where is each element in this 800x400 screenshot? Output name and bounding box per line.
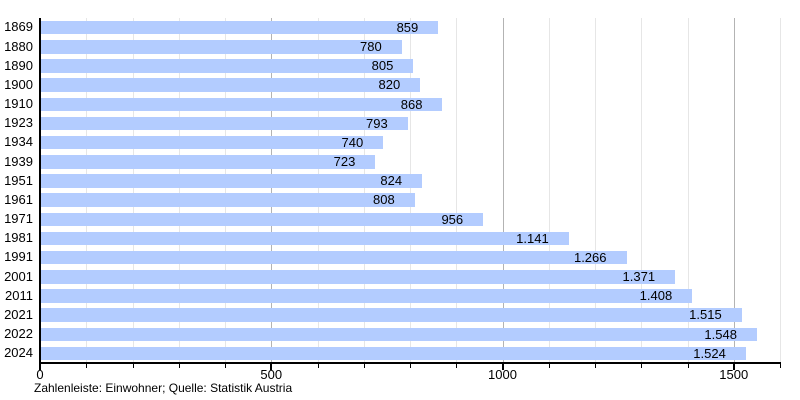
- bar-value-label: 868: [400, 96, 423, 112]
- bar: 859: [41, 19, 439, 35]
- gridline-minor: [641, 18, 643, 363]
- x-tick-minor: [641, 364, 643, 368]
- y-axis-label: 1923: [4, 115, 33, 131]
- x-tick-label: 1500: [719, 367, 749, 382]
- bar-value-label: 1.141: [516, 230, 549, 246]
- y-axis-label: 2011: [5, 287, 33, 303]
- bar: 1.141: [41, 232, 569, 246]
- bar: 723: [41, 154, 376, 169]
- x-tick-minor: [687, 364, 689, 368]
- bar: 1.524: [41, 347, 746, 361]
- x-tick-minor: [456, 364, 458, 368]
- y-axis-label: 2022: [4, 326, 33, 341]
- bar-value-label: 956: [441, 211, 464, 227]
- bar-value-label: 1.524: [693, 345, 726, 361]
- y-axis-label: 1869: [4, 19, 33, 35]
- x-tick-minor: [548, 364, 550, 368]
- bar-value-label: 808: [372, 192, 395, 208]
- bar: 1.408: [41, 288, 693, 304]
- chart-caption: Zahlenleiste: Einwohner; Quelle: Statist…: [34, 381, 293, 395]
- gridline-minor: [132, 18, 134, 363]
- x-tick-major: [270, 364, 273, 370]
- y-axis-label: 1971: [4, 211, 33, 226]
- bar: 793: [41, 117, 408, 131]
- x-tick-minor: [178, 364, 180, 368]
- bar: 820: [41, 77, 421, 93]
- bar: 956: [41, 211, 484, 227]
- y-axis-label: 1880: [4, 38, 33, 54]
- y-axis-label: 1951: [4, 172, 33, 188]
- bar-value-label: 1.515: [689, 307, 722, 323]
- gridline-minor: [548, 18, 550, 363]
- gridline-major: [502, 18, 504, 363]
- x-tick-minor: [595, 364, 596, 368]
- x-tick-major: [39, 364, 41, 370]
- gridline-minor: [595, 18, 596, 363]
- gridline-minor: [86, 18, 88, 363]
- gridline-minor: [363, 18, 365, 363]
- y-axis-label: 1991: [4, 249, 33, 265]
- bar-value-label: 1.266: [573, 249, 607, 265]
- bar-value-label: 1.408: [639, 288, 673, 304]
- x-tick-minor: [780, 364, 781, 368]
- gridline-minor: [410, 18, 411, 363]
- y-axis-label: 1910: [4, 96, 33, 111]
- plot-area: 859 780 805 820 868 793 740 723 824 808 956 1.141 1.…: [40, 18, 781, 363]
- bar-value-label: 859: [396, 19, 419, 35]
- x-tick-label: 0: [36, 367, 44, 382]
- bar: 868: [41, 96, 443, 112]
- gridline-major: [733, 18, 735, 363]
- gridline-minor: [687, 18, 689, 363]
- bar-value-label: 780: [360, 39, 382, 54]
- bar-value-label: 1.548: [704, 326, 737, 342]
- bar: 805: [41, 58, 414, 74]
- gridline-minor: [317, 18, 319, 363]
- bar: 824: [41, 173, 423, 189]
- bar: 1.515: [41, 308, 742, 322]
- y-axis-label: 2024: [4, 345, 33, 361]
- y-axis-line: [39, 18, 41, 364]
- y-axis-label: 1900: [4, 76, 33, 92]
- x-tick-minor: [410, 364, 411, 368]
- x-tick-label: 1000: [488, 367, 517, 382]
- bar: 1.371: [41, 269, 676, 284]
- x-tick-minor: [317, 364, 319, 368]
- bar: 1.266: [41, 251, 627, 265]
- x-tick-major: [732, 364, 735, 370]
- x-tick-minor: [363, 364, 365, 368]
- bar: 808: [41, 193, 415, 207]
- x-tick-label: 500: [260, 367, 283, 382]
- y-axis-label: 1939: [4, 153, 33, 169]
- x-axis-line: [39, 362, 781, 364]
- y-axis-label: 1934: [4, 134, 33, 150]
- x-tick-minor: [225, 364, 226, 368]
- bar: 780: [41, 40, 402, 54]
- bar-value-label: 824: [380, 173, 403, 189]
- gridline-major: [271, 18, 273, 363]
- x-tick-minor: [132, 364, 134, 368]
- x-tick-minor: [86, 364, 88, 368]
- y-axis-label: 2021: [4, 306, 33, 322]
- bar-value-label: 793: [366, 115, 388, 131]
- bar-value-label: 805: [371, 58, 394, 74]
- y-axis-label: 1890: [4, 57, 33, 73]
- bar-value-label: 740: [341, 134, 364, 150]
- bar-value-label: 820: [378, 77, 401, 93]
- gridline-minor: [225, 18, 226, 363]
- bar-value-label: 723: [333, 154, 356, 169]
- y-axis-label: 1981: [4, 230, 33, 246]
- gridline-minor: [178, 18, 180, 363]
- y-axis-label: 1961: [4, 191, 33, 207]
- bar-value-label: 1.371: [622, 269, 656, 284]
- bar: 1.548: [41, 326, 757, 342]
- gridline-minor: [780, 18, 781, 363]
- x-tick-major: [501, 364, 504, 370]
- gridline-minor: [456, 18, 458, 363]
- bar: 740: [41, 134, 384, 150]
- y-axis-label: 2001: [4, 268, 33, 284]
